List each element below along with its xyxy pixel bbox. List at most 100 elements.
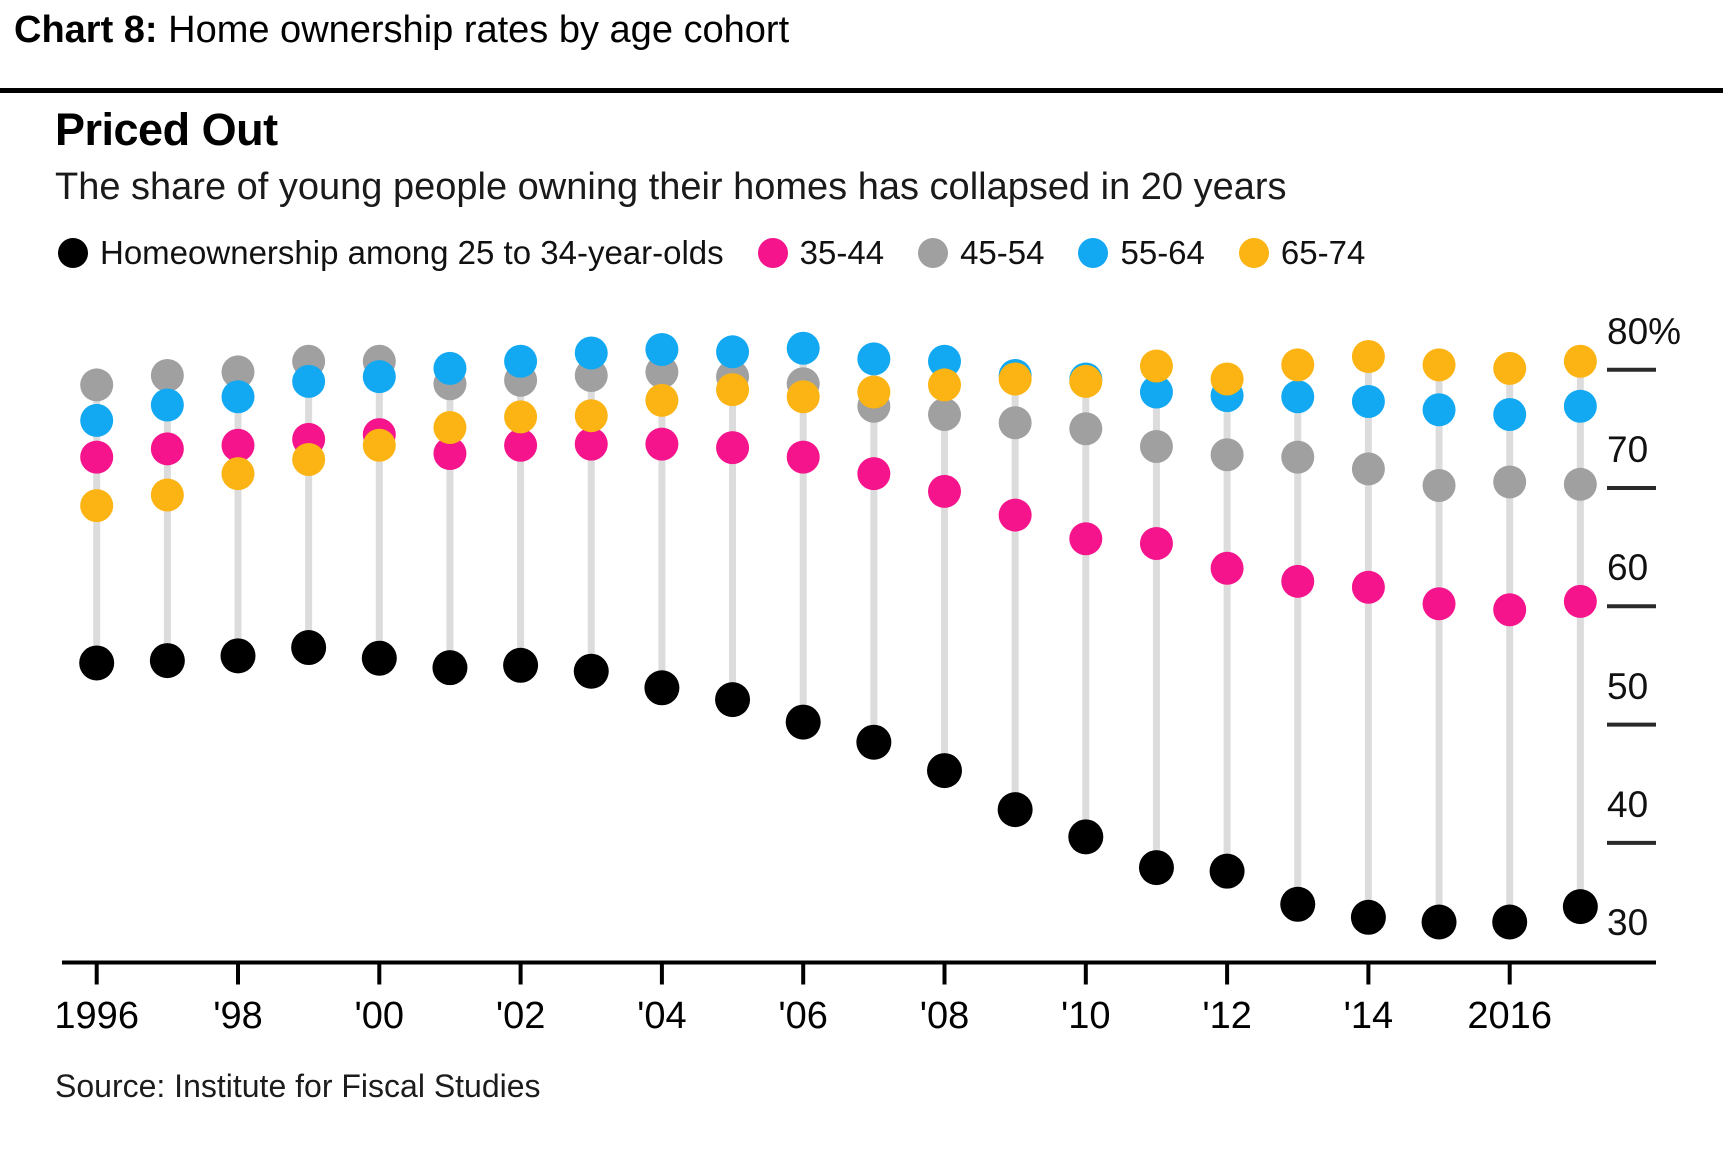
data-point-65-74 bbox=[1139, 349, 1173, 383]
data-point-45-54 bbox=[1422, 468, 1456, 502]
data-point-homeownership-among-25-to-34-year-olds bbox=[927, 753, 962, 789]
x-axis-label: '14 bbox=[1343, 995, 1394, 1037]
data-point-homeownership-among-25-to-34-year-olds bbox=[503, 647, 539, 683]
data-point-35-44 bbox=[928, 474, 961, 508]
data-point-homeownership-among-25-to-34-year-olds bbox=[573, 653, 609, 689]
data-point-homeownership-among-25-to-34-year-olds bbox=[79, 645, 115, 681]
data-point-65-74 bbox=[1493, 351, 1527, 385]
legend-label: 45-54 bbox=[960, 234, 1045, 271]
data-point-45-54 bbox=[1210, 438, 1244, 472]
data-point-35-44 bbox=[786, 440, 820, 474]
data-point-45-54 bbox=[1281, 440, 1315, 474]
data-point-homeownership-among-25-to-34-year-olds bbox=[291, 630, 327, 666]
data-point-55-64 bbox=[221, 380, 255, 414]
data-point-homeownership-among-25-to-34-year-olds bbox=[997, 792, 1033, 828]
legend-dot-icon bbox=[58, 238, 88, 268]
data-point-35-44 bbox=[998, 498, 1032, 532]
x-axis-label: 1996 bbox=[54, 995, 139, 1037]
legend-item-2: 45-54 bbox=[918, 234, 1044, 272]
data-point-45-54 bbox=[998, 406, 1032, 440]
y-axis-label: 50 bbox=[1607, 665, 1649, 707]
data-point-homeownership-among-25-to-34-year-olds bbox=[1209, 853, 1245, 889]
data-point-45-54 bbox=[1069, 412, 1103, 446]
data-point-homeownership-among-25-to-34-year-olds bbox=[361, 640, 397, 676]
data-point-55-64 bbox=[1351, 384, 1385, 418]
x-axis-label: '04 bbox=[637, 995, 687, 1037]
x-axis-label: '00 bbox=[354, 995, 405, 1037]
data-point-homeownership-among-25-to-34-year-olds bbox=[785, 704, 821, 740]
data-point-35-44 bbox=[645, 427, 679, 461]
page-title-label: Chart 8: bbox=[14, 9, 158, 51]
title-divider bbox=[0, 88, 1723, 93]
data-point-55-64 bbox=[1281, 380, 1315, 414]
data-point-35-44 bbox=[504, 428, 538, 462]
data-point-35-44 bbox=[857, 457, 891, 491]
data-point-45-54 bbox=[928, 398, 961, 432]
chart-subtitle: The share of young people owning their h… bbox=[55, 166, 1287, 208]
data-point-45-54 bbox=[1493, 465, 1527, 499]
source-note: Source: Institute for Fiscal Studies bbox=[55, 1068, 541, 1104]
data-point-55-64 bbox=[504, 344, 538, 378]
data-point-65-74 bbox=[574, 399, 608, 433]
data-point-35-44 bbox=[1069, 522, 1103, 556]
data-point-55-64 bbox=[1493, 398, 1527, 432]
data-point-65-74 bbox=[1351, 340, 1385, 374]
y-axis-label: 60 bbox=[1607, 547, 1649, 589]
data-point-65-74 bbox=[928, 368, 961, 402]
x-axis-label: '98 bbox=[213, 995, 263, 1037]
data-point-35-44 bbox=[221, 428, 255, 462]
legend-item-4: 65-74 bbox=[1238, 234, 1366, 272]
y-axis-label: 80% bbox=[1607, 310, 1682, 352]
data-point-35-44 bbox=[150, 432, 184, 466]
legend: Homeownership among 25 to 34-year-olds 35… bbox=[58, 234, 1365, 272]
data-point-65-74 bbox=[150, 478, 184, 512]
data-point-55-64 bbox=[80, 403, 114, 437]
x-axis-label: '06 bbox=[778, 995, 828, 1037]
data-point-55-64 bbox=[786, 331, 820, 365]
data-point-65-74 bbox=[857, 375, 891, 409]
legend-item-1: 35-44 bbox=[757, 234, 884, 272]
data-point-35-44 bbox=[574, 427, 608, 461]
legend-dot-icon bbox=[1238, 238, 1269, 268]
data-point-homeownership-among-25-to-34-year-olds bbox=[220, 638, 256, 674]
data-point-65-74 bbox=[1069, 364, 1103, 398]
x-axis-label: '08 bbox=[919, 995, 970, 1037]
legend-dot-icon bbox=[918, 238, 949, 268]
data-point-65-74 bbox=[504, 400, 538, 434]
data-point-45-54 bbox=[1139, 429, 1173, 463]
data-point-homeownership-among-25-to-34-year-olds bbox=[856, 724, 892, 760]
data-point-55-64 bbox=[1422, 393, 1456, 427]
data-point-35-44 bbox=[1210, 551, 1244, 585]
data-point-homeownership-among-25-to-34-year-olds bbox=[1492, 904, 1528, 940]
data-point-35-44 bbox=[1139, 526, 1173, 560]
data-point-65-74 bbox=[1281, 348, 1315, 382]
data-point-35-44 bbox=[1563, 584, 1597, 618]
data-point-35-44 bbox=[1351, 570, 1385, 604]
data-point-homeownership-among-25-to-34-year-olds bbox=[149, 643, 185, 679]
data-point-65-74 bbox=[786, 380, 820, 414]
data-point-55-64 bbox=[857, 342, 891, 376]
legend-dot-icon bbox=[757, 238, 788, 268]
data-point-65-74 bbox=[292, 442, 326, 476]
data-point-55-64 bbox=[645, 332, 679, 366]
legend-label: 65-74 bbox=[1280, 234, 1366, 271]
data-point-homeownership-among-25-to-34-year-olds bbox=[1562, 889, 1598, 925]
data-point-35-44 bbox=[80, 440, 114, 474]
data-point-homeownership-among-25-to-34-year-olds bbox=[432, 650, 468, 686]
data-point-65-74 bbox=[433, 411, 467, 445]
data-point-35-44 bbox=[716, 431, 750, 465]
x-axis-label: '12 bbox=[1202, 995, 1252, 1037]
data-point-65-74 bbox=[362, 428, 396, 462]
data-point-65-74 bbox=[1210, 362, 1244, 396]
data-point-55-64 bbox=[574, 336, 608, 370]
x-axis-label: 2016 bbox=[1467, 995, 1552, 1037]
data-point-45-54 bbox=[221, 355, 255, 389]
legend-dot-icon bbox=[1078, 238, 1109, 268]
data-point-65-74 bbox=[221, 457, 255, 491]
data-point-45-54 bbox=[1563, 467, 1597, 501]
data-point-35-44 bbox=[1493, 593, 1527, 627]
data-point-35-44 bbox=[1422, 587, 1456, 621]
data-point-homeownership-among-25-to-34-year-olds bbox=[1350, 899, 1386, 935]
data-point-65-74 bbox=[716, 373, 750, 407]
